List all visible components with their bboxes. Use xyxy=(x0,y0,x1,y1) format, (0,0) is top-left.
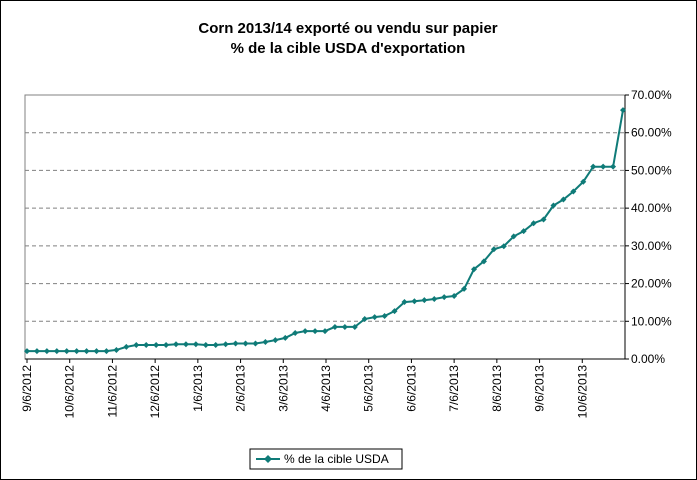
y-tick-label: 20.00% xyxy=(631,277,672,291)
data-point xyxy=(53,348,60,355)
data-point xyxy=(421,297,428,304)
data-point xyxy=(33,348,40,355)
data-point xyxy=(292,329,299,336)
legend: % de la cible USDA xyxy=(249,448,403,470)
x-tick-label: 9/6/2012 xyxy=(20,365,34,412)
data-point xyxy=(520,228,527,235)
data-point xyxy=(63,348,70,355)
y-tick-label: 30.00% xyxy=(631,239,672,253)
data-point xyxy=(610,163,617,170)
data-point xyxy=(431,296,438,303)
y-tick-label: 40.00% xyxy=(631,201,672,215)
y-tick-label: 60.00% xyxy=(631,126,672,140)
x-tick-label: 8/6/2013 xyxy=(490,365,504,412)
data-point xyxy=(371,314,378,321)
data-point xyxy=(471,266,477,273)
x-tick-label: 2/6/2013 xyxy=(234,365,248,412)
data-point xyxy=(103,348,110,355)
data-point xyxy=(222,341,229,348)
data-point xyxy=(242,340,249,347)
data-point xyxy=(83,348,90,355)
data-point xyxy=(560,196,567,203)
y-axis: 0.00% 10.00% 20.00% 30.00% 40.00% 50.00% 60.00… xyxy=(624,88,672,366)
x-tick-label: 10/6/2013 xyxy=(575,365,589,419)
chart-title-line-1: Corn 2013/14 exporté ou vendu sur papier xyxy=(198,20,497,37)
data-point xyxy=(93,348,100,355)
data-point xyxy=(590,163,597,170)
data-point xyxy=(182,341,189,348)
data-point xyxy=(550,202,557,209)
x-tick-label: 10/6/2012 xyxy=(63,365,77,419)
y-tick-label: 10.00% xyxy=(631,314,672,328)
data-point xyxy=(441,294,448,301)
data-point xyxy=(123,343,130,350)
x-tick-label: 9/6/2013 xyxy=(533,365,547,412)
legend-box xyxy=(249,448,403,470)
data-point xyxy=(540,216,547,223)
y-tick-label: 0.00% xyxy=(631,352,665,366)
chart-title-line-2: % de la cible USDA d'exportation xyxy=(231,40,466,57)
data-point xyxy=(570,188,577,195)
data-point xyxy=(312,328,319,335)
data-point xyxy=(490,246,497,253)
data-point xyxy=(262,339,269,346)
data-point xyxy=(600,163,607,170)
legend-marker xyxy=(264,455,272,463)
legend-label: % de la cible USDA xyxy=(284,452,389,466)
data-point xyxy=(411,298,418,305)
data-point xyxy=(24,348,30,355)
data-point xyxy=(173,341,179,348)
x-tick-label: 4/6/2013 xyxy=(319,365,333,412)
data-point xyxy=(322,328,328,335)
data-point xyxy=(451,293,458,300)
data-point xyxy=(341,323,348,330)
data-point xyxy=(232,340,239,347)
x-tick-label: 5/6/2013 xyxy=(362,365,376,412)
data-point xyxy=(133,342,140,349)
x-tick-label: 1/6/2013 xyxy=(191,365,205,412)
data-point xyxy=(202,342,209,349)
series-line xyxy=(24,107,626,355)
data-point xyxy=(381,313,388,320)
data-point xyxy=(351,323,358,330)
x-tick-label: 7/6/2013 xyxy=(447,365,461,412)
x-tick-label: 6/6/2013 xyxy=(404,365,418,412)
x-tick-label: 11/6/2012 xyxy=(105,365,119,418)
data-point xyxy=(192,341,199,348)
data-point xyxy=(43,348,50,355)
data-point xyxy=(620,107,626,114)
data-point xyxy=(212,342,219,349)
data-point xyxy=(153,342,160,349)
data-point xyxy=(361,316,368,323)
data-point xyxy=(302,328,309,335)
data-point xyxy=(331,323,338,330)
data-point xyxy=(461,285,468,292)
y-tick-label: 70.00% xyxy=(631,88,672,102)
data-point xyxy=(510,233,517,240)
x-tick-label: 12/6/2012 xyxy=(148,365,162,419)
data-point xyxy=(480,258,487,265)
plot-area xyxy=(24,94,626,360)
data-point xyxy=(252,340,259,347)
data-point xyxy=(73,348,80,355)
data-point xyxy=(500,243,507,250)
data-point xyxy=(391,308,398,315)
y-tick-label: 50.00% xyxy=(631,163,672,177)
x-axis: 9/6/2012 10/6/2012 11/6/2012 12/6/2012 1/6/2… xyxy=(20,358,625,419)
data-point xyxy=(163,342,170,349)
gridlines xyxy=(25,132,625,322)
data-point xyxy=(282,334,289,341)
data-point xyxy=(113,346,120,353)
data-point xyxy=(143,342,150,349)
x-tick-label: 3/6/2013 xyxy=(276,365,290,412)
data-point xyxy=(401,299,408,306)
data-point xyxy=(530,220,537,227)
data-point xyxy=(580,178,587,185)
data-point xyxy=(272,337,279,344)
